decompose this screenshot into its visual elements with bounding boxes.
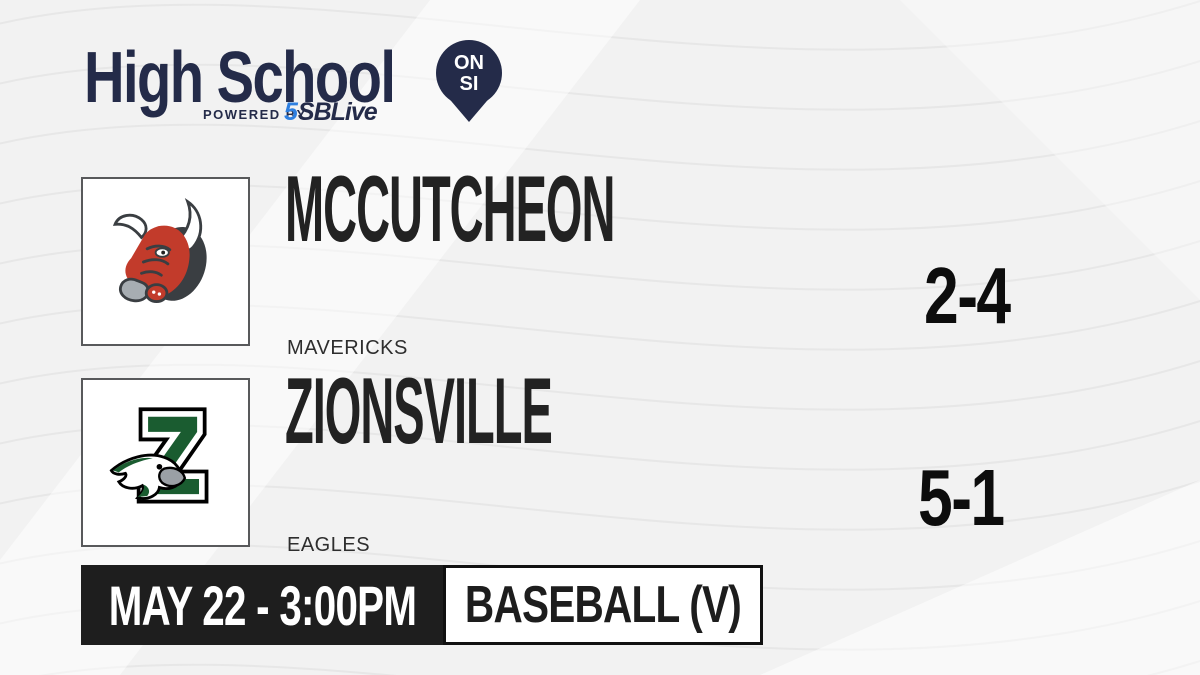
team1-logo-box bbox=[81, 177, 250, 346]
team2-mascot-label: EAGLES bbox=[287, 534, 371, 556]
pin-text-si: SI bbox=[460, 73, 479, 95]
sblive-wordmark: SBLive bbox=[297, 98, 378, 126]
team1-mascot-label: MAVERICKS bbox=[287, 337, 408, 359]
bull-mascot-icon bbox=[112, 197, 207, 303]
game-datetime-banner: MAY 22 - 3:00PM bbox=[81, 565, 443, 645]
brand-text: High School bbox=[84, 38, 396, 118]
on-si-pin-icon: ON SI bbox=[436, 40, 502, 122]
sblive-logo: 5SBLive bbox=[284, 98, 378, 127]
sport-level-banner: BASEBALL (V) bbox=[443, 565, 763, 645]
team2-name: ZIONSVILLE bbox=[285, 358, 553, 463]
team1-name: MCCUTCHEON bbox=[285, 156, 615, 261]
pin-text-on: ON bbox=[454, 52, 484, 74]
sblive-bolt-icon: 5 bbox=[284, 98, 298, 126]
team2-record: 5-1 bbox=[918, 453, 1005, 542]
high-school-brand-wordmark: High School bbox=[84, 42, 482, 114]
team2-logo-box bbox=[81, 378, 250, 547]
team1-record: 2-4 bbox=[924, 251, 1011, 340]
z-eagle-mascot-icon bbox=[109, 406, 208, 504]
powered-by-label: POWERED BY bbox=[203, 107, 307, 122]
